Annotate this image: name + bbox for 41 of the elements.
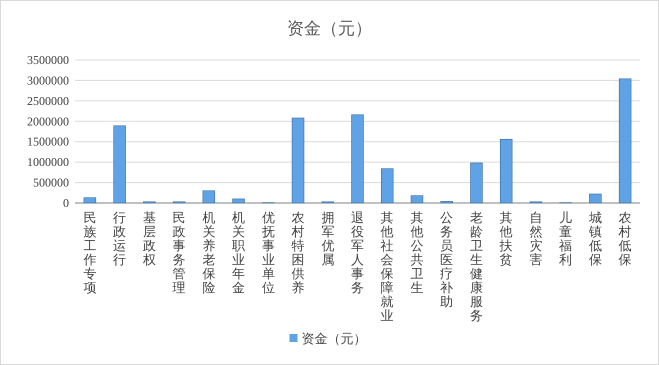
bar <box>292 118 304 204</box>
x-tick-label: 自然灾害 <box>529 210 542 267</box>
x-tick-label: 民族工作专项 <box>82 210 96 295</box>
x-tick-label: 其他公共卫生 <box>410 210 424 295</box>
x-tick-label: 城镇低保 <box>588 210 602 267</box>
bar <box>380 168 394 204</box>
x-tick-label: 基层政权 <box>142 210 156 267</box>
bar <box>232 198 245 204</box>
x-tick-label: 其他社会保障就业 <box>380 210 394 323</box>
legend-label: 资金（元） <box>302 331 366 346</box>
x-tick-label: 机关职业年金 <box>232 210 246 295</box>
x-tick-label: 优抚事业单位 <box>260 210 275 295</box>
y-tick-label: 0 <box>63 196 69 210</box>
bar <box>470 162 483 204</box>
y-tick-label: 500000 <box>33 176 69 190</box>
x-tick-label: 退役军人事务 <box>351 210 364 295</box>
bar <box>84 197 96 204</box>
bar <box>618 78 632 204</box>
x-tick-label: 农村特困供养 <box>290 210 305 295</box>
x-tick-label: 老龄卫生健康服务 <box>470 210 483 323</box>
y-tick-label: 1000000 <box>27 155 69 170</box>
x-tick-label: 儿童福利 <box>559 210 572 267</box>
x-tick-label: 公务员医疗补助 <box>440 210 454 309</box>
y-tick-label: 3500000 <box>27 53 69 67</box>
bar <box>589 194 602 204</box>
y-tick-label: 1500000 <box>27 134 69 149</box>
x-tick-label: 民政事务管理 <box>172 210 186 295</box>
x-tick-label: 机关养老保险 <box>202 210 216 295</box>
bar <box>202 190 216 204</box>
x-tick-label: 行政运行 <box>113 210 126 267</box>
y-tick-label: 2000000 <box>27 114 69 128</box>
y-tick-label: 3000000 <box>27 73 69 88</box>
bar <box>410 195 424 204</box>
x-tick-label: 农村低保 <box>618 210 632 267</box>
y-tick-label: 2500000 <box>27 94 69 108</box>
x-tick-label: 其他扶贫 <box>498 210 513 267</box>
bar <box>500 138 512 204</box>
bar <box>351 114 364 204</box>
bar <box>113 125 126 204</box>
chart-title: 资金（元） <box>287 19 372 38</box>
x-tick-label: 拥军优属 <box>321 210 334 267</box>
